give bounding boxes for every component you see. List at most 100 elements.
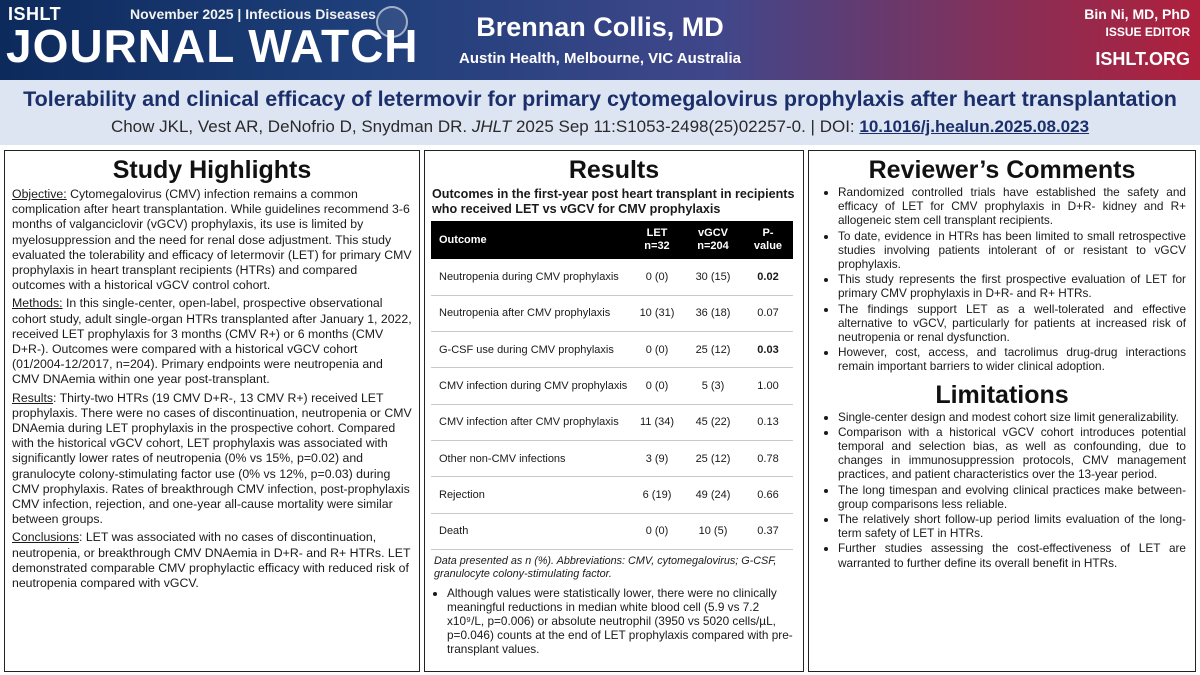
limitation-item: Further studies assessing the cost-effec… bbox=[838, 541, 1186, 569]
cell-vgcv: 25 (12) bbox=[695, 452, 731, 465]
ishlt-emblem-icon bbox=[376, 6, 408, 38]
header-banner: ISHLT November 2025 | Infectious Disease… bbox=[0, 0, 1200, 80]
reviewer-comment-item: However, cost, access, and tacrolimus dr… bbox=[838, 345, 1186, 373]
objective-label: Objective: bbox=[12, 187, 67, 201]
table-row: Neutropenia during CMV prophylaxis 0 (0) 3… bbox=[431, 259, 793, 296]
cell-outcome: Death bbox=[439, 525, 469, 538]
cell-vgcv: 10 (5) bbox=[698, 525, 728, 538]
cell-pvalue: 0.13 bbox=[757, 416, 779, 429]
results-bullet: Although values were statistically lower… bbox=[447, 586, 795, 656]
table-row: Neutropenia after CMV prophylaxis 10 (31)… bbox=[431, 295, 793, 332]
cell-outcome: Rejection bbox=[439, 488, 485, 501]
article-ref: 2025 Sep 11:S1053-2498(25)02257-0. | DOI… bbox=[515, 117, 855, 136]
limitation-item: Single-center design and modest cohort s… bbox=[838, 410, 1186, 424]
header-vgcv-n: n=204 bbox=[697, 240, 729, 252]
table-row: CMV infection during CMV prophylaxis 0 (0… bbox=[431, 368, 793, 405]
header-p-b: value bbox=[753, 240, 783, 252]
brand-small: ISHLT bbox=[8, 4, 62, 24]
cell-let: 0 (0) bbox=[645, 525, 669, 538]
header-p-a: P- bbox=[762, 227, 774, 239]
cell-outcome: CMV infection during CMV prophylaxis bbox=[439, 380, 628, 393]
site-link[interactable]: ISHLT.ORG bbox=[1095, 49, 1190, 69]
limitations-list: Single-center design and modest cohort s… bbox=[809, 410, 1195, 570]
header-vgcv-name: vGCV bbox=[698, 227, 728, 239]
table-footnote: Data presented as n (%). Abbreviations: … bbox=[434, 554, 777, 580]
methods-label: Methods: bbox=[12, 296, 63, 311]
cell-let: 11 (34) bbox=[639, 416, 675, 429]
methods-text: In this single-center, open-label, prosp… bbox=[12, 296, 412, 387]
editor-name: Bin Ni, MD, PhD bbox=[1084, 6, 1190, 22]
cell-vgcv: 30 (15) bbox=[695, 270, 731, 283]
cell-let: 0 (0) bbox=[645, 380, 669, 393]
cell-let: 0 (0) bbox=[645, 270, 669, 283]
conclusions-text: : LET was associated with no cases of di… bbox=[12, 530, 411, 591]
cell-vgcv: 49 (24) bbox=[695, 488, 731, 501]
reviewer-affiliation: Austin Health, Melbourne, VIC Australia bbox=[459, 50, 741, 67]
conclusions-paragraph: Conclusions: LET was associated with no … bbox=[5, 530, 419, 591]
objective-paragraph: Objective: Cytomegalovirus (CMV) infecti… bbox=[5, 187, 419, 293]
cell-pvalue: 0.66 bbox=[757, 488, 779, 501]
cell-pvalue: 0.07 bbox=[757, 307, 779, 320]
objective-text: Cytomegalovirus (CMV) infection remains … bbox=[12, 187, 412, 293]
header-let-name: LET bbox=[646, 227, 668, 239]
reviewer-comment-item: The findings support LET as a well-toler… bbox=[838, 302, 1186, 345]
header-let: LET n=32 bbox=[631, 221, 683, 259]
header-pvalue: P-value bbox=[743, 221, 793, 259]
article-journal: JHLT bbox=[471, 117, 512, 136]
reviewer-comment-item: This study represents the first prospect… bbox=[838, 272, 1186, 300]
cell-let: 10 (31) bbox=[639, 307, 675, 320]
table-row: CMV infection after CMV prophylaxis 11 (3… bbox=[431, 404, 793, 441]
outcomes-table: Outcome LET n=32 vGCV n=204 P-value Neutro… bbox=[431, 221, 793, 550]
cell-let: 6 (19) bbox=[642, 488, 672, 501]
cell-pvalue: 0.02 bbox=[757, 270, 779, 283]
cell-let: 3 (9) bbox=[645, 452, 669, 465]
conclusions-label: Conclusions bbox=[12, 530, 79, 545]
cell-outcome: Neutropenia during CMV prophylaxis bbox=[439, 270, 619, 283]
doi-link[interactable]: 10.1016/j.healun.2025.08.023 bbox=[859, 117, 1090, 136]
results-text: : Thirty-two HTRs (19 CMV D+R-, 13 CMV R… bbox=[12, 390, 412, 527]
reviewer-comments-list: Randomized controlled trials have establ… bbox=[809, 185, 1195, 374]
limitation-item: The relatively short follow-up period li… bbox=[838, 512, 1186, 540]
article-title: Tolerability and clinical efficacy of le… bbox=[23, 87, 1177, 111]
article-citation: Chow JKL, Vest AR, DeNofrio D, Snydman D… bbox=[0, 117, 1200, 137]
limitations-title: Limitations bbox=[935, 380, 1069, 409]
cell-outcome: G-CSF use during CMV prophylaxis bbox=[439, 343, 614, 356]
cell-pvalue: 0.03 bbox=[757, 343, 779, 356]
results-label: Results bbox=[12, 390, 54, 405]
reviewer-comment-item: Randomized controlled trials have establ… bbox=[838, 185, 1186, 228]
cell-outcome: CMV infection after CMV prophylaxis bbox=[439, 416, 619, 429]
reviewer-name: Brennan Collis, MD bbox=[476, 12, 724, 42]
reviewer-comment-item: To date, evidence in HTRs has been limit… bbox=[838, 229, 1186, 272]
issue-line: November 2025 | Infectious Diseases bbox=[130, 6, 376, 22]
brand-logo-text: JOURNAL WATCH bbox=[6, 20, 419, 72]
cell-let: 0 (0) bbox=[645, 343, 669, 356]
header-let-n: n=32 bbox=[644, 240, 670, 252]
cell-vgcv: 5 (3) bbox=[701, 380, 725, 393]
cell-outcome: Neutropenia after CMV prophylaxis bbox=[439, 307, 611, 320]
cell-pvalue: 0.37 bbox=[757, 525, 779, 538]
table-row: G-CSF use during CMV prophylaxis 0 (0) 25 … bbox=[431, 332, 793, 368]
article-authors: Chow JKL, Vest AR, DeNofrio D, Snydman D… bbox=[110, 117, 468, 136]
table-row: Rejection 6 (19) 49 (24) 0.66 bbox=[431, 477, 793, 514]
cell-pvalue: 1.00 bbox=[757, 380, 779, 393]
cell-vgcv: 36 (18) bbox=[695, 307, 731, 320]
results-panel: Results Outcomes in the first-year post … bbox=[424, 150, 804, 672]
cell-vgcv: 45 (22) bbox=[695, 416, 731, 429]
article-title-band: Tolerability and clinical efficacy of le… bbox=[0, 80, 1200, 145]
table-row: Death 0 (0) 10 (5) 0.37 bbox=[431, 513, 793, 550]
header-outcome: Outcome bbox=[439, 233, 487, 246]
table-header-row: Outcome LET n=32 vGCV n=204 P-value bbox=[431, 221, 793, 259]
methods-paragraph: Methods: In this single-center, open-lab… bbox=[5, 296, 419, 387]
cell-vgcv: 25 (12) bbox=[695, 343, 731, 356]
results-bullets: Although values were statistically lower… bbox=[425, 586, 803, 656]
results-title: Results bbox=[568, 156, 660, 184]
editor-role: ISSUE EDITOR bbox=[1105, 25, 1190, 39]
limitation-item: The long timespan and evolving clinical … bbox=[838, 483, 1186, 511]
reviewer-panel: Reviewer’s Comments Randomized controlle… bbox=[808, 150, 1196, 672]
cell-pvalue: 0.78 bbox=[757, 452, 779, 465]
cell-outcome: Other non-CMV infections bbox=[439, 452, 566, 465]
results-paragraph: Results: Thirty-two HTRs (19 CMV D+R-, 1… bbox=[5, 391, 419, 528]
limitation-item: Comparison with a historical vGCV cohort… bbox=[838, 425, 1186, 482]
table-title: Outcomes in the first-year post heart tr… bbox=[432, 187, 795, 216]
study-highlights-panel: Study Highlights Objective: Cytomegalovi… bbox=[4, 150, 420, 672]
